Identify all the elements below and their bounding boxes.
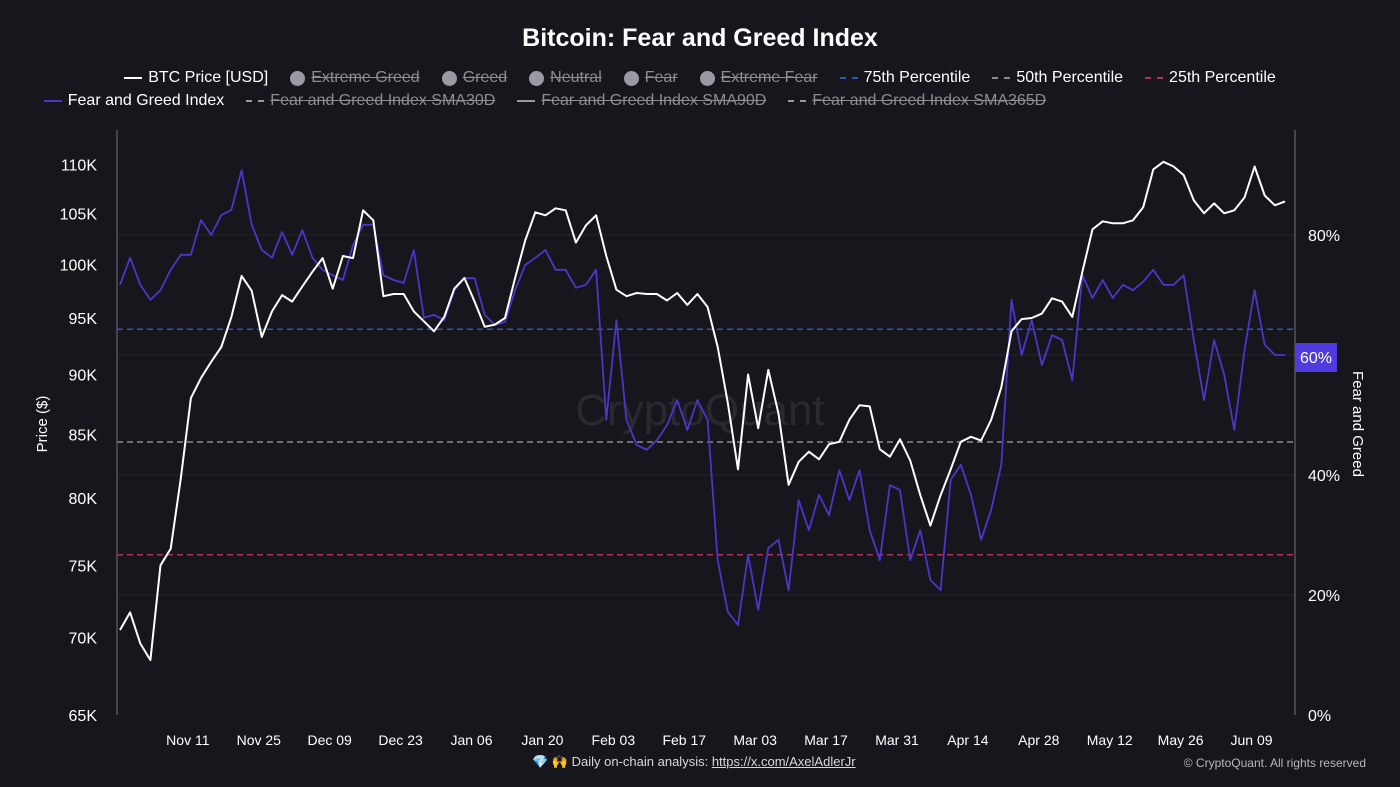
x-tick-label: Jan 20 <box>521 732 563 748</box>
legend-row-1: BTC Price [USD] Extreme Greed Greed Neutral… <box>0 69 1400 87</box>
current-value-badge: 60% <box>1295 343 1337 372</box>
x-tick-label: Nov 11 <box>166 732 210 748</box>
y-right-tick-label: 40% <box>1308 468 1340 485</box>
legend-label: Fear and Greed Index <box>67 92 225 109</box>
legend-swatch-icon <box>529 70 545 86</box>
legend-item[interactable]: Extreme Fear <box>699 69 818 87</box>
x-tick-label: May 12 <box>1087 732 1133 748</box>
legend-label: Fear and Greed Index SMA90D <box>541 92 767 109</box>
legend-label: Fear <box>644 69 678 86</box>
legend-item[interactable]: Greed <box>441 69 508 87</box>
legend-label: 25th Percentile <box>1169 69 1276 86</box>
legend-swatch-icon <box>43 100 62 102</box>
legend-swatch-icon <box>623 70 639 86</box>
fear-greed-line <box>119 169 1285 626</box>
y-right-tick-label: 80% <box>1308 228 1340 245</box>
legend-swatch-icon <box>517 100 536 102</box>
x-tick-label: Dec 23 <box>378 732 423 748</box>
legend-label: Neutral <box>550 69 602 86</box>
y-left-tick-label: 80K <box>69 491 98 508</box>
legend-item[interactable]: 75th Percentile <box>839 69 971 87</box>
legend-label: Fear and Greed Index SMA30D <box>270 92 496 109</box>
y-left-tick-label: 100K <box>60 257 98 274</box>
legend-swatch-icon <box>788 100 807 102</box>
y-left-tick-label: 65K <box>69 708 98 725</box>
x-tick-label: May 26 <box>1158 732 1204 748</box>
y-left-tick-label: 90K <box>69 368 98 385</box>
legend-swatch-icon <box>992 77 1011 79</box>
legend-label: Extreme Fear <box>720 69 818 86</box>
legend-swatch-icon <box>246 100 265 102</box>
legend-swatch-icon <box>699 70 715 86</box>
y-right-tick-label: 0% <box>1308 708 1331 725</box>
y-left-tick-label: 95K <box>69 311 98 328</box>
x-tick-label: Jan 06 <box>450 732 492 748</box>
x-tick-label: Nov 25 <box>237 732 282 748</box>
legend-swatch-icon <box>441 70 457 86</box>
legend-label: 50th Percentile <box>1016 69 1124 86</box>
legend-item[interactable]: Fear and Greed Index SMA30D <box>246 92 495 110</box>
y-left-tick-label: 75K <box>69 558 98 575</box>
footer-text: Daily on-chain analysis: <box>571 754 709 769</box>
legend-label: 75th Percentile <box>863 69 971 86</box>
x-tick-label: Mar 17 <box>804 732 848 748</box>
y-right-tick-label: 20% <box>1308 588 1340 605</box>
legend-item[interactable]: Fear and Greed Index SMA365D <box>788 92 1046 110</box>
legend-item[interactable]: Neutral <box>529 69 602 87</box>
legend-swatch-icon <box>839 77 858 79</box>
watermark: CryptoQuant <box>575 386 824 435</box>
footer: 💎 🙌 Daily on-chain analysis: https://x.c… <box>532 754 856 770</box>
legend-item[interactable]: Fear <box>623 69 678 87</box>
chart-title: Bitcoin: Fear and Greed Index <box>522 24 878 52</box>
y-axis-left-label: Price ($) <box>34 396 51 453</box>
legend-item[interactable]: Extreme Greed <box>290 69 420 87</box>
legend-item[interactable]: Fear and Greed Index <box>43 92 225 110</box>
legend-item[interactable]: BTC Price [USD] <box>124 69 268 87</box>
x-tick-label: Apr 28 <box>1018 732 1059 748</box>
legend-label: Extreme Greed <box>311 69 420 86</box>
x-tick-label: Jun 09 <box>1231 732 1273 748</box>
y-left-tick-label: 110K <box>61 158 98 175</box>
legend-swatch-icon <box>290 70 306 86</box>
legend-swatch-icon <box>1145 77 1164 79</box>
diamond-hands-emoji-icon: 💎 🙌 <box>532 754 568 769</box>
y-left-tick-label: 85K <box>69 427 98 444</box>
y-axis-right-label: Fear and Greed <box>1349 371 1366 477</box>
legend-swatch-icon <box>124 77 143 79</box>
legend-item[interactable]: 50th Percentile <box>992 69 1123 87</box>
x-tick-label: Mar 03 <box>733 732 777 748</box>
x-tick-label: Feb 17 <box>662 732 706 748</box>
legend-label: Greed <box>462 69 508 86</box>
x-tick-label: Mar 31 <box>875 732 919 748</box>
legend-row-2: Fear and Greed Index Fear and Greed Index… <box>0 92 1245 110</box>
legend-label: BTC Price [USD] <box>148 69 269 86</box>
y-left-tick-label: 105K <box>60 206 98 223</box>
footer-link[interactable]: https://x.com/AxelAdlerJr <box>711 754 856 769</box>
copyright: © CryptoQuant. All rights reserved <box>1183 756 1366 770</box>
legend-item[interactable]: Fear and Greed Index SMA90D <box>517 92 766 110</box>
x-tick-label: Feb 03 <box>592 732 636 748</box>
x-tick-label: Apr 14 <box>947 732 988 748</box>
legend-item[interactable]: 25th Percentile <box>1145 69 1276 87</box>
x-tick-label: Dec 09 <box>307 732 352 748</box>
y-left-tick-label: 70K <box>69 630 98 647</box>
btc-price-line <box>119 160 1286 662</box>
legend-label: Fear and Greed Index SMA365D <box>812 92 1047 109</box>
current-value-label: 60% <box>1300 350 1332 367</box>
